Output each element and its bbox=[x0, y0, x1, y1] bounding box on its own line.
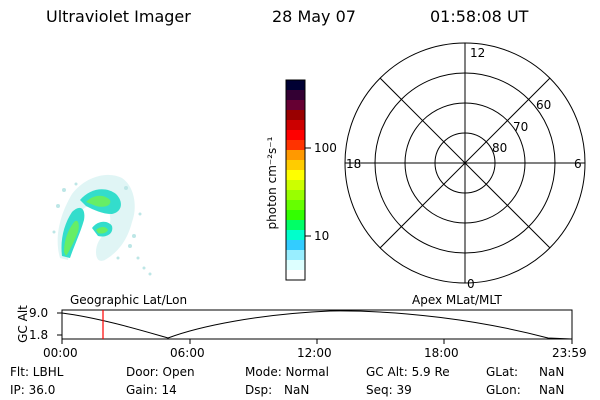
status-glon-value: NaN bbox=[539, 383, 565, 397]
status-mode: Mode: Normal bbox=[245, 365, 329, 379]
colorbar-band bbox=[286, 100, 305, 111]
timeline-xtick-0600: 06:00 bbox=[170, 346, 205, 360]
timeline-ytick-9: 9.0 bbox=[29, 306, 49, 320]
status-dsp-label: Dsp: bbox=[245, 383, 273, 397]
status-ip: IP: 36.0 bbox=[10, 383, 56, 397]
date-label: 28 May 07 bbox=[272, 7, 356, 26]
timeline-frame bbox=[61, 309, 573, 340]
colorbar-band bbox=[286, 80, 305, 91]
status-filter: Flt: LBHL bbox=[10, 365, 64, 379]
colorbar-frame bbox=[285, 79, 306, 281]
colorbar-band bbox=[286, 190, 305, 201]
colorbar-band bbox=[286, 120, 305, 131]
colorbar-band bbox=[286, 270, 305, 281]
colorbar-band bbox=[286, 240, 305, 251]
timeline-xtick-2359: 23:59 bbox=[552, 346, 587, 360]
instrument-title: Ultraviolet Imager bbox=[46, 7, 191, 26]
colorbar-band bbox=[286, 260, 305, 271]
colorbar-label-10: 10 bbox=[314, 229, 330, 243]
lat-label-70: 70 bbox=[513, 120, 529, 134]
timeline-ytick-1-8: 1.8 bbox=[29, 328, 49, 342]
colorbar-label-100: 100 bbox=[314, 141, 337, 155]
polar-diagonal-2 bbox=[379, 77, 551, 249]
mlt-label-6: 6 bbox=[574, 157, 582, 171]
colorbar-band bbox=[286, 90, 305, 101]
status-dsp-value: NaN bbox=[284, 383, 310, 397]
mlt-label-18: 18 bbox=[346, 157, 362, 171]
colorbar-band bbox=[286, 220, 305, 231]
status-glon-label: GLon: bbox=[486, 383, 521, 397]
status-gc-alt: GC Alt: 5.9 Re bbox=[366, 365, 450, 379]
timeline-x-ticks bbox=[61, 339, 573, 344]
altitude-curve bbox=[61, 310, 573, 340]
apex-label: Apex MLat/MLT bbox=[412, 293, 502, 307]
colorbar-band bbox=[286, 200, 305, 211]
timeline-y-ticks bbox=[57, 312, 62, 336]
status-seq: Seq: 39 bbox=[366, 383, 412, 397]
colorbar-band bbox=[286, 160, 305, 171]
colorbar-band bbox=[286, 170, 305, 181]
lat-label-60: 60 bbox=[536, 98, 552, 112]
colorbar-band bbox=[286, 150, 305, 161]
status-door: Door: Open bbox=[126, 365, 195, 379]
timeline-xtick-0000: 00:00 bbox=[43, 346, 78, 360]
polar-plot bbox=[344, 42, 586, 284]
mlt-label-12: 12 bbox=[470, 46, 486, 60]
colorbar-unit-label: photon cm⁻²s⁻¹ bbox=[265, 136, 279, 230]
colorbar-band bbox=[286, 130, 305, 141]
timeline-xtick-1800: 18:00 bbox=[424, 346, 459, 360]
colorbar-band bbox=[286, 140, 305, 151]
auroral-image bbox=[52, 174, 152, 276]
geographic-label: Geographic Lat/Lon bbox=[70, 293, 188, 307]
colorbar bbox=[286, 80, 305, 281]
colorbar-band bbox=[286, 180, 305, 191]
timeline-ylabel: GC Alt bbox=[16, 305, 30, 343]
time-label: 01:58:08 UT bbox=[430, 7, 529, 26]
colorbar-band bbox=[286, 110, 305, 121]
lat-label-80: 80 bbox=[492, 141, 508, 155]
colorbar-band bbox=[286, 250, 305, 261]
status-glat-value: NaN bbox=[539, 365, 565, 379]
status-glat-label: GLat: bbox=[486, 365, 519, 379]
status-gain: Gain: 14 bbox=[126, 383, 177, 397]
mlt-label-0: 0 bbox=[467, 277, 475, 291]
timeline-xtick-1200: 12:00 bbox=[297, 346, 332, 360]
colorbar-band bbox=[286, 210, 305, 221]
colorbar-band bbox=[286, 230, 305, 241]
